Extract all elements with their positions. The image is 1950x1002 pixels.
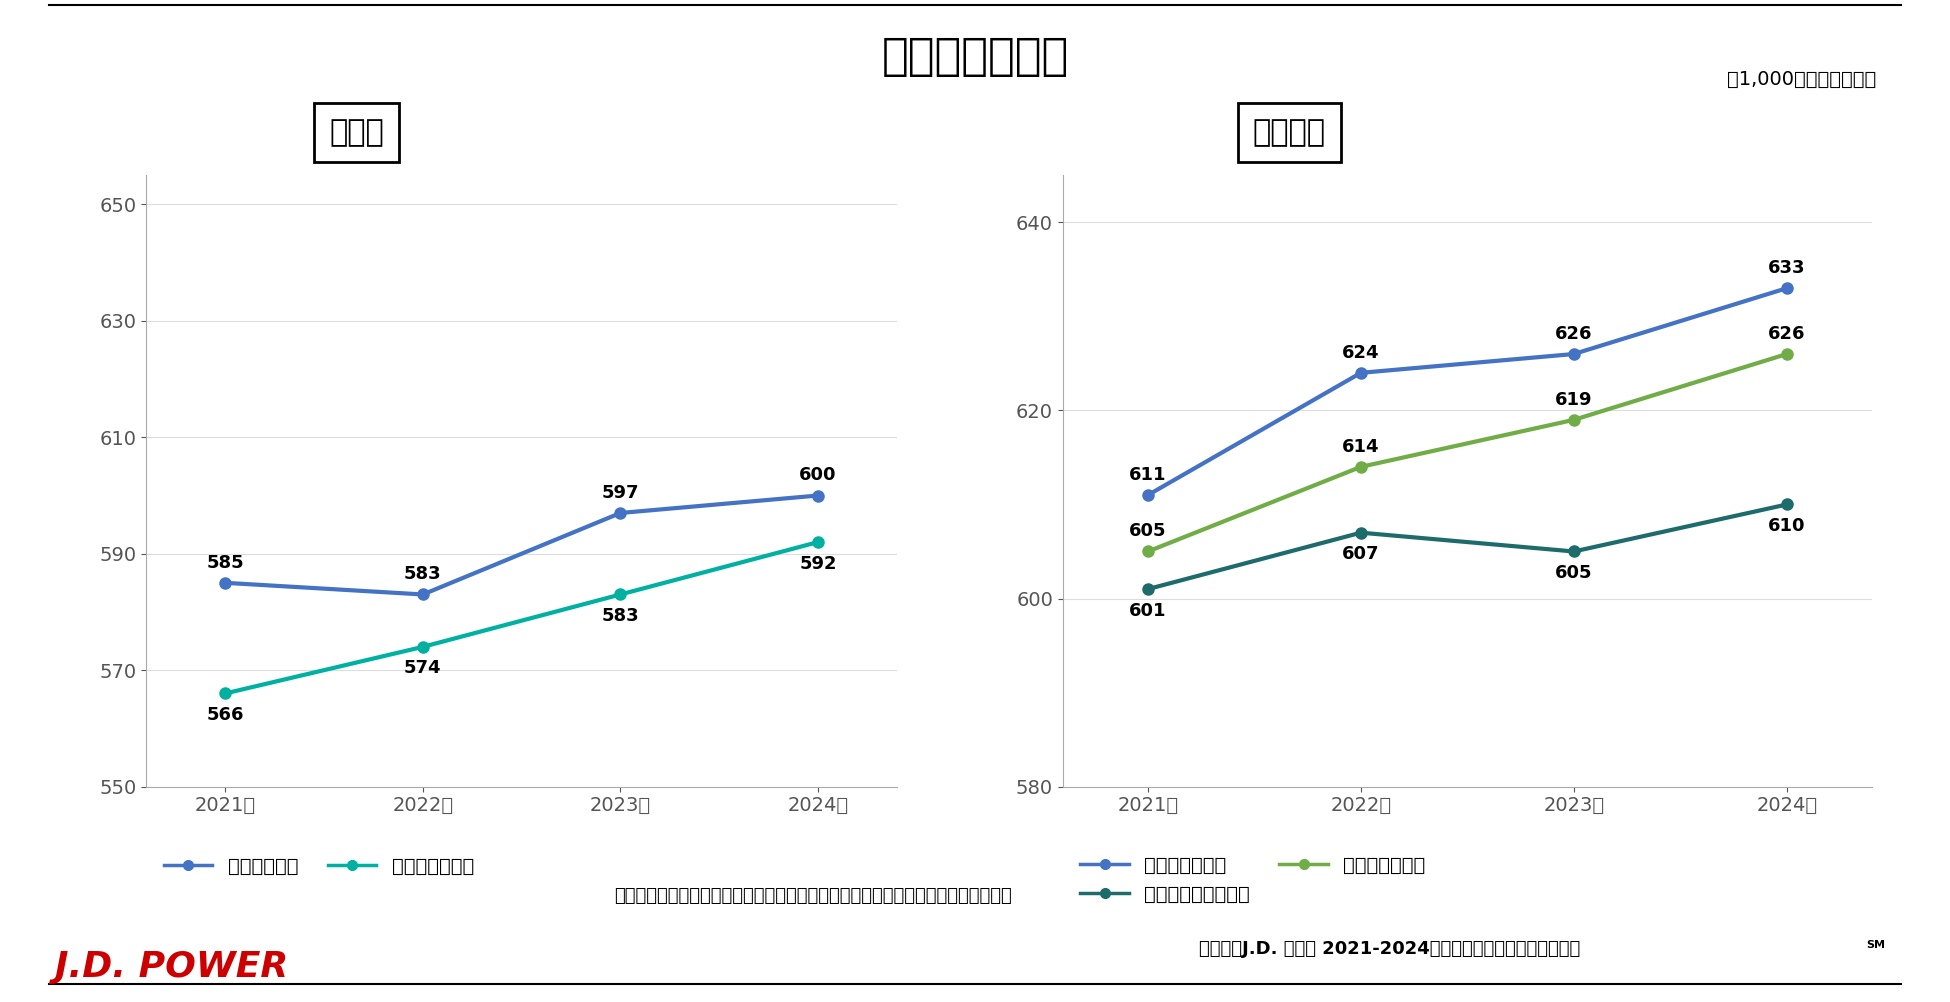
Legend: ネット証券部門, スマホ専業証券部門, ネット銀行部門: ネット証券部門, スマホ専業証券部門, ネット銀行部門: [1072, 848, 1433, 911]
Text: 605: 605: [1554, 564, 1593, 582]
Text: 633: 633: [1769, 260, 1806, 278]
Text: 592: 592: [800, 554, 837, 572]
Text: 585: 585: [207, 554, 244, 572]
Text: 601: 601: [1129, 601, 1166, 619]
Text: 614: 614: [1342, 438, 1381, 456]
Text: 600: 600: [800, 466, 837, 484]
Text: 605: 605: [1129, 522, 1166, 540]
Text: 626: 626: [1769, 325, 1806, 343]
Text: J.D. POWER: J.D. POWER: [55, 950, 289, 984]
Text: 626: 626: [1554, 325, 1593, 343]
Text: ネット系: ネット系: [1252, 118, 1326, 147]
Text: ＊対面系とネット系では顧客満足度構造が異なるためスケールを統一していません: ＊対面系とネット系では顧客満足度構造が異なるためスケールを統一していません: [614, 887, 1012, 905]
Text: 619: 619: [1554, 391, 1593, 409]
Text: 583: 583: [603, 607, 640, 625]
Text: 574: 574: [404, 659, 441, 677]
Text: 597: 597: [603, 484, 640, 502]
Text: 583: 583: [404, 565, 441, 583]
Text: 総合満足度推移: 総合満足度推移: [881, 35, 1069, 78]
Text: 607: 607: [1342, 545, 1381, 563]
Text: 624: 624: [1342, 344, 1381, 362]
Text: 610: 610: [1769, 517, 1806, 535]
Legend: 対面証券部門, 全国系銀行部門: 対面証券部門, 全国系銀行部門: [156, 850, 482, 884]
Text: 対面系: 対面系: [330, 118, 384, 147]
Text: 出典：　J.D. パワー 2021-2024年個人資産運用顧客満足度調査: 出典： J.D. パワー 2021-2024年個人資産運用顧客満足度調査: [1199, 940, 1581, 958]
Text: 566: 566: [207, 706, 244, 723]
Text: （1,000ポイント満点）: （1,000ポイント満点）: [1726, 70, 1876, 89]
Text: SM: SM: [1866, 940, 1886, 950]
Text: 611: 611: [1129, 466, 1166, 484]
